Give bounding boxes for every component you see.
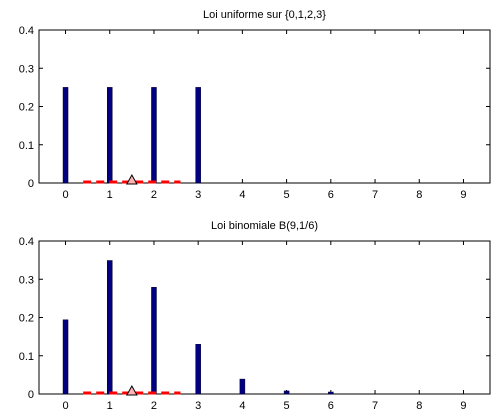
x-tick-label: 2 [151, 189, 157, 201]
x-tick-label: 3 [195, 189, 201, 201]
x-tick-label: 3 [195, 400, 201, 411]
x-tick-label: 7 [372, 189, 378, 201]
plot-area [38, 29, 491, 184]
x-tick-label: 9 [460, 400, 466, 411]
chart-panel-1: Loi uniforme sur {0,1,2,3} 0 0.1 0.2 0.3 0.4 0… [19, 9, 491, 201]
y-tick-label: 0 [28, 389, 34, 401]
x-tick-label: 7 [372, 400, 378, 411]
x-tick-label: 5 [284, 400, 290, 411]
bar-5 [283, 390, 290, 395]
mean-marker [126, 173, 138, 185]
bar-0 [62, 87, 69, 184]
x-tick-label: 8 [416, 189, 422, 201]
x-tick-label: 4 [239, 189, 245, 201]
bar-1 [106, 87, 113, 184]
x-tick-label: 1 [107, 189, 113, 201]
x-tick-label: 0 [62, 400, 68, 411]
y-tick-label: 0 [28, 178, 34, 190]
x-tick-label: 2 [151, 400, 157, 411]
x-tick-label: 0 [62, 189, 68, 201]
x-tick-label: 4 [239, 400, 245, 411]
bar-6 [328, 391, 334, 395]
y-tick-label: 0.2 [19, 102, 34, 114]
bar-3 [195, 344, 201, 395]
y-tick-label: 0.1 [19, 351, 34, 363]
mean-marker [126, 384, 138, 396]
y-tick-label: 0.4 [19, 236, 34, 248]
y-tick-label: 0.4 [19, 25, 34, 37]
y-tick-label: 0.3 [19, 63, 34, 75]
bar-3 [195, 87, 201, 184]
x-tick-label: 6 [328, 400, 334, 411]
bar-2 [151, 287, 157, 395]
x-tick-label: 8 [416, 400, 422, 411]
x-tick-label: 9 [460, 189, 466, 201]
x-tick-label: 1 [107, 400, 113, 411]
bar-4 [239, 378, 246, 395]
x-tick-label: 6 [328, 189, 334, 201]
plot-area [38, 240, 491, 395]
y-tick-label: 0.2 [19, 313, 34, 325]
y-tick-label: 0.3 [19, 274, 34, 286]
chart-title: Loi uniforme sur {0,1,2,3} [203, 9, 326, 21]
chart-title: Loi binomiale B(9,1/6) [211, 220, 318, 232]
chart-panel-2: Loi binomiale B(9,1/6) 0 0.1 0.2 0.3 0.4 0 1 2 3 4… [19, 220, 491, 411]
bar-1 [106, 260, 113, 395]
bar-0 [62, 319, 69, 395]
y-tick-label: 0.1 [19, 140, 34, 152]
x-tick-label: 5 [284, 189, 290, 201]
bar-2 [151, 87, 157, 184]
